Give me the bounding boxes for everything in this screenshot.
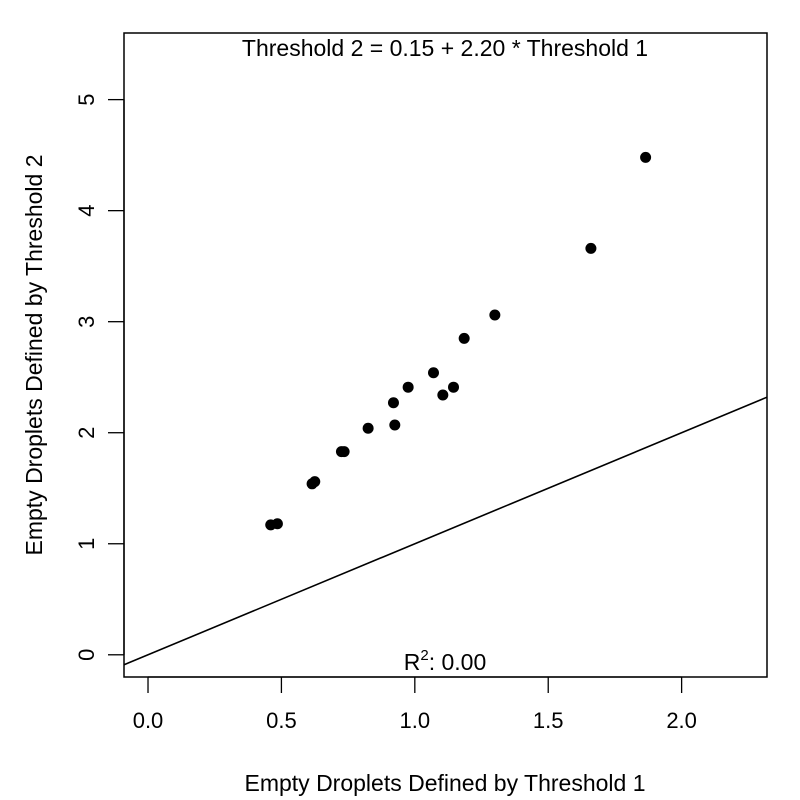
data-point-14 [489, 309, 501, 321]
y-axis: 0 1 2 3 4 5 [74, 93, 125, 661]
data-point-9 [402, 381, 414, 393]
chart-title: Threshold 2 = 0.15 + 2.20 * Threshold 1 [242, 35, 648, 61]
data-point-12 [448, 381, 460, 393]
data-point-5 [338, 446, 350, 458]
data-point-16 [640, 151, 652, 163]
y-axis-label: Empty Droplets Defined by Threshold 2 [21, 155, 47, 556]
plot-frame [123, 32, 768, 678]
x-axis-label: Empty Droplets Defined by Threshold 1 [245, 770, 646, 796]
y-tick-label-0: 0 [74, 649, 99, 661]
x-tick-label-4: 2.0 [666, 708, 697, 733]
x-axis: 0.0 0.5 1.0 1.5 2.0 [133, 676, 697, 733]
data-point-8 [389, 419, 401, 431]
x-tick-label-2: 1.0 [400, 708, 431, 733]
y-tick-label-1: 1 [74, 538, 99, 550]
data-point-13 [458, 332, 470, 344]
reference-line [124, 396, 767, 666]
data-point-6 [362, 422, 374, 434]
y-tick-label-4: 4 [74, 205, 99, 217]
data-point-11 [437, 389, 449, 401]
x-tick-label-1: 0.5 [266, 708, 297, 733]
data-point-15 [585, 242, 597, 254]
data-points [265, 151, 652, 531]
data-point-10 [427, 367, 439, 379]
y-tick-label-3: 3 [74, 316, 99, 328]
y-tick-label-5: 5 [74, 93, 99, 105]
data-point-1 [271, 518, 283, 530]
data-point-3 [309, 476, 321, 488]
r-squared-prefix: R [404, 649, 421, 675]
r-squared-superscript: 2 [420, 647, 428, 664]
data-point-7 [387, 397, 399, 409]
r-squared-value: : 0.00 [429, 649, 487, 675]
x-tick-label-3: 1.5 [533, 708, 564, 733]
x-tick-label-0: 0.0 [133, 708, 164, 733]
r-squared-annotation: R2: 0.00 [404, 647, 487, 675]
y-tick-label-2: 2 [74, 427, 99, 439]
